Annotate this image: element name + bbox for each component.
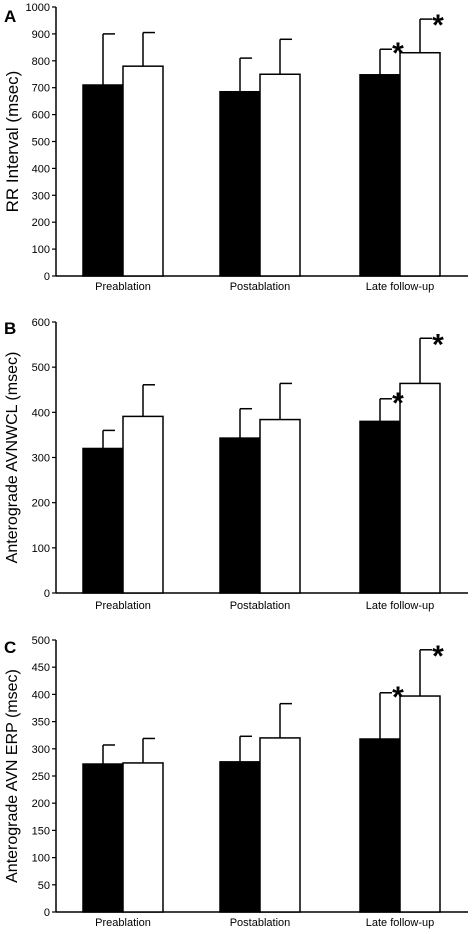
bar-filled — [359, 420, 401, 594]
y-tick-label: 200 — [32, 217, 50, 229]
y-tick-label: 100 — [32, 853, 50, 865]
x-tick-label: Postablation — [230, 281, 291, 293]
bar-open — [259, 737, 301, 913]
x-tick-label: Late follow-up — [366, 917, 435, 929]
bar-filled — [82, 763, 124, 913]
y-tick-label: 350 — [32, 717, 50, 729]
y-tick-label: 100 — [32, 543, 50, 555]
y-tick-label: 500 — [32, 137, 50, 149]
y-tick-label: 300 — [32, 190, 50, 202]
bar-filled — [219, 761, 261, 913]
significance-asterisk: * — [392, 387, 404, 420]
y-axis-label: RR Interval (msec) — [3, 71, 22, 213]
y-tick-label: 1000 — [26, 2, 50, 14]
y-tick-label: 800 — [32, 56, 50, 68]
panel-label: C — [4, 638, 16, 657]
chart-panel-a: A RR Interval (msec) 0 100 200 300 400 500 600 70… — [3, 2, 468, 293]
y-tick-label: 100 — [32, 244, 50, 256]
y-tick-label: 600 — [32, 110, 50, 122]
chart-panel-c: C Anterograde AVN ERP (msec) 0 50 100 150 200 2… — [4, 635, 468, 929]
bar-open — [122, 762, 164, 913]
x-tick-label: Preablation — [95, 917, 151, 929]
y-tick-label: 0 — [44, 588, 50, 600]
x-tick-label: Late follow-up — [366, 600, 435, 612]
significance-asterisk: * — [432, 640, 444, 673]
bar-filled — [219, 90, 261, 277]
significance-asterisk: * — [432, 9, 444, 42]
bar-open — [399, 51, 441, 277]
y-tick-label: 300 — [32, 453, 50, 465]
bar-filled — [82, 84, 124, 277]
y-tick-label: 400 — [32, 163, 50, 175]
y-tick-label: 500 — [32, 362, 50, 374]
y-tick-label: 900 — [32, 29, 50, 41]
y-tick-label: 50 — [38, 880, 50, 892]
y-tick-label: 250 — [32, 771, 50, 783]
bar-open — [259, 73, 301, 277]
y-tick-label: 300 — [32, 744, 50, 756]
y-tick-label: 400 — [32, 689, 50, 701]
x-tick-label: Postablation — [230, 917, 291, 929]
significance-asterisk: * — [432, 328, 444, 361]
significance-asterisk: * — [392, 681, 404, 714]
panel-label: B — [4, 319, 16, 338]
y-tick-label: 0 — [44, 907, 50, 919]
bar-open — [122, 65, 164, 277]
panel-label: A — [4, 7, 16, 26]
x-tick-label: Preablation — [95, 281, 151, 293]
bar-open — [259, 418, 301, 594]
y-tick-label: 200 — [32, 498, 50, 510]
x-tick-label: Postablation — [230, 600, 291, 612]
bar-filled — [359, 74, 401, 277]
y-axis-label: Anterograde AVNWCL (msec) — [4, 352, 21, 564]
x-tick-label: Preablation — [95, 600, 151, 612]
significance-asterisk: * — [392, 37, 404, 70]
bar-open — [399, 695, 441, 913]
x-tick-label: Late follow-up — [366, 281, 435, 293]
bar-filled — [82, 447, 124, 594]
bar-open — [399, 382, 441, 594]
y-tick-label: 450 — [32, 662, 50, 674]
y-axis-label: Anterograde AVN ERP (msec) — [4, 669, 21, 883]
bar-filled — [359, 738, 401, 913]
y-tick-label: 600 — [32, 317, 50, 329]
bar-open — [122, 415, 164, 594]
chart-panel-b: B Anterograde AVNWCL (msec) 0 100 200 300 400 5… — [4, 317, 468, 612]
y-tick-label: 150 — [32, 825, 50, 837]
y-tick-label: 400 — [32, 407, 50, 419]
y-tick-label: 200 — [32, 798, 50, 810]
y-tick-label: 0 — [44, 271, 50, 283]
y-tick-label: 500 — [32, 635, 50, 647]
bar-filled — [219, 437, 261, 594]
y-tick-label: 700 — [32, 83, 50, 95]
